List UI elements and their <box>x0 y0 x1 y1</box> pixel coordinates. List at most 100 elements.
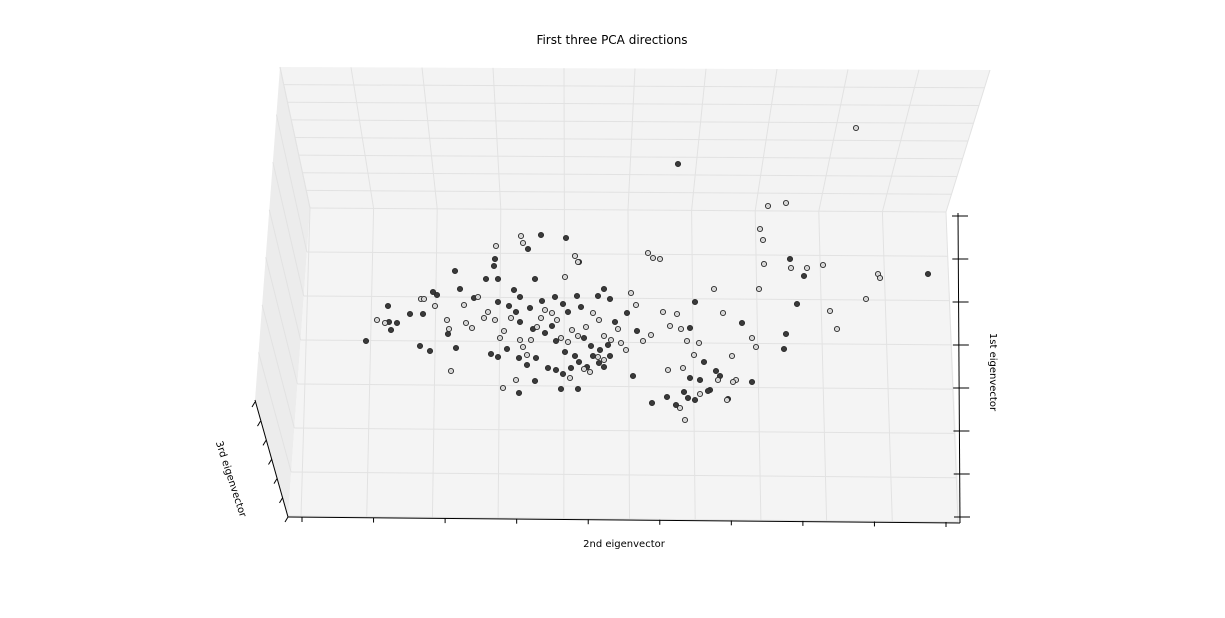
scatter-point-light <box>519 343 527 351</box>
scatter-point-dark <box>557 385 565 393</box>
scatter-point-light <box>517 232 525 240</box>
scatter-point-dark <box>606 352 614 360</box>
scatter-point-dark <box>505 302 513 310</box>
scatter-point-dark <box>712 367 720 375</box>
grid-line <box>818 211 828 522</box>
scatter-point-dark <box>494 353 502 361</box>
scatter-point-dark <box>551 293 559 301</box>
scatter-point-dark <box>532 354 540 362</box>
scatter-point-light <box>676 404 684 412</box>
scatter-point-light <box>468 324 476 332</box>
x-axis-line <box>287 516 961 524</box>
grid-line <box>300 207 311 518</box>
scatter-point-dark <box>526 304 534 312</box>
scatter-point-light <box>574 332 582 340</box>
scatter-point-dark <box>611 318 619 326</box>
scatter-point-dark <box>696 376 704 384</box>
grid-line <box>497 209 502 519</box>
grid-line <box>261 304 295 429</box>
scatter-point-light <box>445 325 453 333</box>
scatter-point-light <box>600 356 608 364</box>
scatter-point-dark <box>537 231 545 239</box>
scatter-point-dark <box>419 310 427 318</box>
scatter-point-light <box>519 239 527 247</box>
scatter-point-dark <box>633 327 641 335</box>
z-axis-label: 3rd eigenvector <box>213 440 248 520</box>
z-axis-line <box>254 399 289 518</box>
scatter-point-dark <box>559 370 567 378</box>
scatter-point-dark <box>444 330 452 338</box>
grid-line <box>258 352 292 473</box>
scatter-point-dark <box>780 345 788 353</box>
grid-line <box>291 119 974 124</box>
scatter-point-light <box>659 308 667 316</box>
scatter-point-dark <box>515 354 523 362</box>
scatter-point-light <box>574 258 582 266</box>
scatter-point-light <box>679 364 687 372</box>
scatter-point-light <box>681 416 689 424</box>
scatter-point-light <box>756 225 764 233</box>
y-axis-label: 1st eigenvector <box>987 333 998 412</box>
scatter-point-light <box>561 273 569 281</box>
scatter-point-dark <box>672 401 680 409</box>
scatter-point-light <box>499 384 507 392</box>
scatter-point-dark <box>738 319 746 327</box>
scatter-point-light <box>553 316 561 324</box>
scatter-point-dark <box>600 363 608 371</box>
grid-line <box>302 172 958 177</box>
side-pane <box>255 67 310 516</box>
scatter-point-dark <box>494 275 502 283</box>
scatter-point-dark <box>552 366 560 374</box>
scatter-point-dark <box>748 378 756 386</box>
scatter-point-dark <box>433 291 441 299</box>
axis-ticks <box>251 215 970 527</box>
grid-line <box>275 114 308 253</box>
scatter-point-dark <box>629 372 637 380</box>
scatter-point-light <box>782 199 790 207</box>
scatter-point-dark <box>596 346 604 354</box>
scatter-point-light <box>683 337 691 345</box>
z-tick <box>262 440 267 446</box>
scatter-point-light <box>755 285 763 293</box>
scatter-point-dark <box>538 297 546 305</box>
grid-line <box>298 154 963 160</box>
grid-line <box>309 207 947 213</box>
scatter-point-light <box>381 319 389 327</box>
scatter-point-light <box>568 326 576 334</box>
scatter-point-light <box>512 376 520 384</box>
scatter-point-light <box>462 319 470 327</box>
scatter-point-light <box>710 285 718 293</box>
scatter-point-dark <box>562 234 570 242</box>
scatter-point-dark <box>704 387 712 395</box>
scatter-point-dark <box>684 394 692 402</box>
grid-line <box>306 251 948 257</box>
scatter-point-dark <box>606 295 614 303</box>
scatter-point-light <box>647 331 655 339</box>
scatter-point-light <box>695 339 703 347</box>
scatter-point-light <box>719 309 727 317</box>
scatter-point-light <box>723 396 731 404</box>
scatter-point-light <box>759 236 767 244</box>
grid-line <box>366 208 375 518</box>
scatter-point-dark <box>531 275 539 283</box>
scatter-point-light <box>548 309 556 317</box>
grid-line <box>287 515 959 523</box>
scatter-point-dark <box>800 272 808 280</box>
scatter-point-dark <box>793 300 801 308</box>
scatter-point-dark <box>416 342 424 350</box>
scatter-point-dark <box>406 310 414 318</box>
grid-line <box>272 162 305 297</box>
scatter-point-dark <box>552 337 560 345</box>
x-axis-label: 2nd eigenvector <box>583 539 666 550</box>
scatter-point-light <box>595 316 603 324</box>
scatter-point-light <box>696 390 704 398</box>
scatter-point-light <box>639 337 647 345</box>
scatter-point-light <box>557 334 565 342</box>
z-tick <box>273 478 278 484</box>
scatter-point-light <box>373 316 381 324</box>
scatter-point-light <box>527 336 535 344</box>
scatter-point-light <box>617 339 625 347</box>
scatter-point-dark <box>426 347 434 355</box>
scatter-point-dark <box>604 341 612 349</box>
